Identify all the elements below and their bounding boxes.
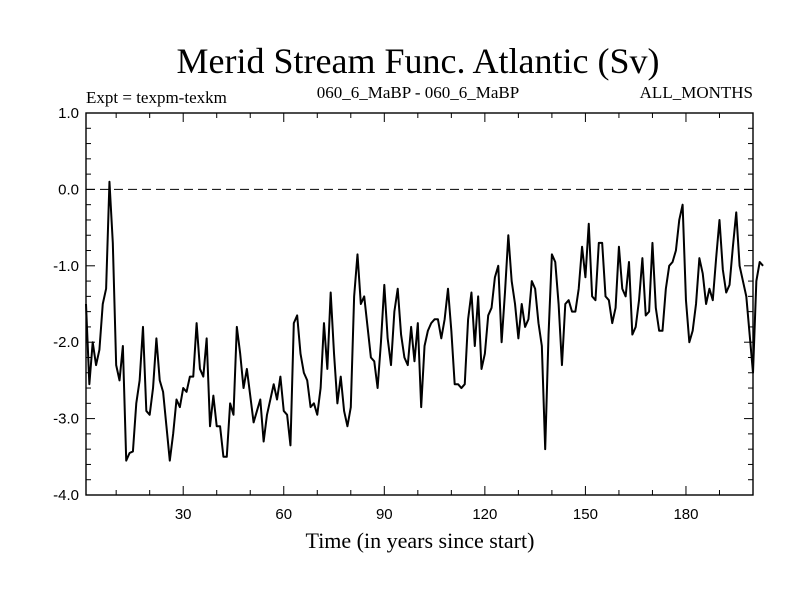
y-tick-label: -1.0 — [53, 258, 79, 275]
y-axis: 1.0 0.0 -1.0 -2.0 -3.0 -4.0 — [53, 105, 753, 504]
x-tick-label: 30 — [175, 506, 192, 523]
y-tick-label: 1.0 — [58, 105, 79, 122]
comparison-label: 060_6_MaBP - 060_6_MaBP — [317, 83, 519, 102]
y-tick-label: 0.0 — [58, 181, 79, 198]
x-tick-label: 180 — [673, 506, 698, 523]
months-label: ALL_MONTHS — [640, 83, 753, 102]
x-tick-label: 150 — [573, 506, 598, 523]
x-axis: 30 60 90 120 150 180 — [115, 113, 754, 523]
experiment-label: Expt = texpm-texkm — [86, 88, 227, 107]
chart-title: Merid Stream Func. Atlantic (Sv) — [177, 41, 660, 81]
y-tick-label: -4.0 — [53, 487, 79, 504]
x-tick-label: 60 — [275, 506, 292, 523]
plot-frame — [85, 112, 754, 496]
x-tick-label: 120 — [472, 506, 497, 523]
x-tick-label: 90 — [376, 506, 393, 523]
y-tick-label: -3.0 — [53, 411, 79, 428]
y-tick-label: -2.0 — [53, 334, 79, 351]
x-axis-label: Time (in years since start) — [306, 528, 535, 553]
series-line — [85, 180, 764, 462]
